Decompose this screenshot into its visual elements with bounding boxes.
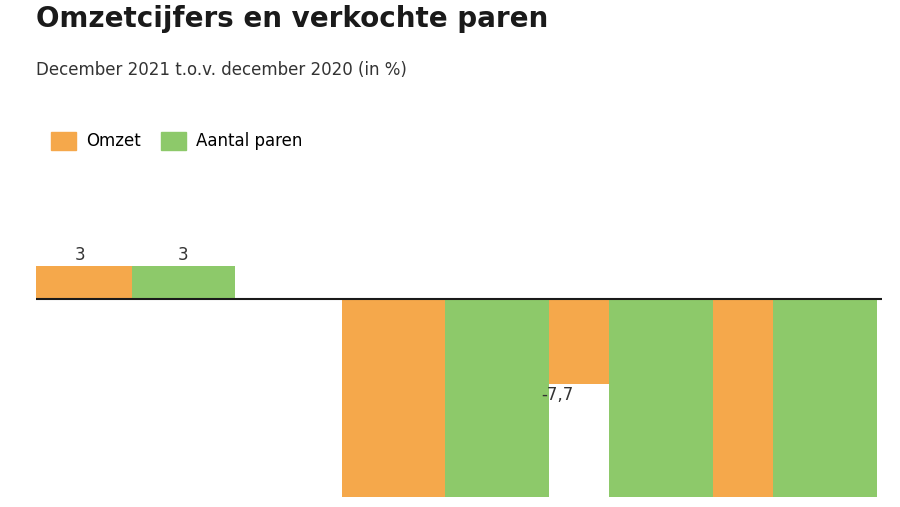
Bar: [342, 299, 446, 497]
Bar: [773, 299, 877, 497]
Bar: [669, 299, 773, 497]
Text: Omzetcijfers en verkochte paren: Omzetcijfers en verkochte paren: [36, 5, 548, 33]
Bar: [446, 299, 549, 497]
Bar: [506, 299, 609, 384]
Text: December 2021 t.o.v. december 2020 (in %): December 2021 t.o.v. december 2020 (in %…: [36, 61, 407, 79]
Text: 3: 3: [75, 246, 85, 264]
Bar: [131, 266, 235, 299]
Text: 3: 3: [178, 246, 189, 264]
Text: -7,7: -7,7: [541, 386, 573, 405]
Legend: Omzet, Aantal paren: Omzet, Aantal paren: [44, 125, 309, 157]
Bar: [28, 266, 131, 299]
Bar: [609, 299, 713, 497]
